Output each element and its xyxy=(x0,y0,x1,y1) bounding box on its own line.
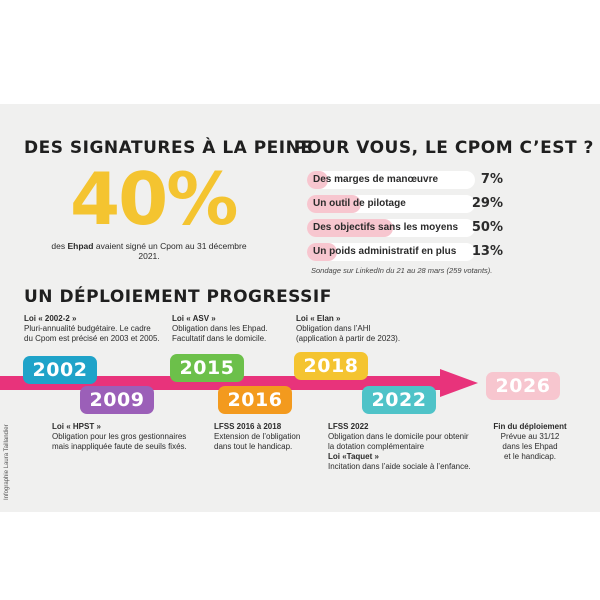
year-badge-2016: 2016 xyxy=(218,386,292,414)
year-badge-2018: 2018 xyxy=(294,352,368,380)
survey-value: 7% xyxy=(480,172,503,187)
survey-label: Un outil de pilotage xyxy=(313,198,406,209)
year-badge-2022: 2022 xyxy=(362,386,436,414)
law-2016: LFSS 2016 à 2018 Extension de l’obligati… xyxy=(214,422,301,451)
survey-label: Un poids administratif en plus xyxy=(313,246,457,257)
law-2022: LFSS 2022 Obligation dans le domicile po… xyxy=(328,422,471,471)
survey-row: Des objectifs sans les moyens 50% xyxy=(307,219,503,237)
survey-bar xyxy=(307,243,337,261)
survey-value: 29% xyxy=(471,196,503,211)
timeline-heading: UN DÉPLOIEMENT PROGRESSIF xyxy=(24,285,348,309)
law-2002: Loi « 2002-2 » Pluri-annualité budgétair… xyxy=(24,314,160,343)
survey-label: Des marges de manœuvre xyxy=(313,174,439,185)
year-badge-2009: 2009 xyxy=(80,386,154,414)
timeline-arrow-head xyxy=(440,369,478,397)
survey-bar xyxy=(307,219,393,237)
signatures-caption: des Ehpad avaient signé un Cpom au 31 dé… xyxy=(51,241,247,261)
law-2015: Loi « ASV » Obligation dans les Ehpad. F… xyxy=(172,314,268,343)
survey-heading: POUR VOUS, LE CPOM C’EST ? xyxy=(294,136,600,160)
survey-row: Des marges de manœuvre 7% xyxy=(307,171,503,189)
infographic-card xyxy=(0,104,600,512)
survey-note: Sondage sur LinkedIn du 21 au 28 mars (2… xyxy=(311,266,493,275)
survey-bar xyxy=(307,171,328,189)
survey-value: 50% xyxy=(471,220,503,235)
law-2009: Loi « HPST » Obligation pour les gros ge… xyxy=(52,422,187,451)
survey-label: Des objectifs sans les moyens xyxy=(313,222,459,233)
law-2018: Loi « Elan » Obligation dans l’AHI (appl… xyxy=(296,314,401,343)
year-badge-2015: 2015 xyxy=(170,354,244,382)
year-badge-2026: 2026 xyxy=(486,372,560,400)
survey-row: Un poids administratif en plus 13% xyxy=(307,243,503,261)
survey-bar xyxy=(307,195,361,213)
year-badge-2002: 2002 xyxy=(23,356,97,384)
survey-value: 13% xyxy=(471,244,503,259)
big-percent-value: 40% xyxy=(70,157,238,241)
law-2026: Fin du déploiement Prévue au 31/12 dans … xyxy=(493,422,567,461)
survey-row: Un outil de pilotage 29% xyxy=(307,195,503,213)
credit-text: Infographie Laura Taillandier xyxy=(4,424,10,500)
